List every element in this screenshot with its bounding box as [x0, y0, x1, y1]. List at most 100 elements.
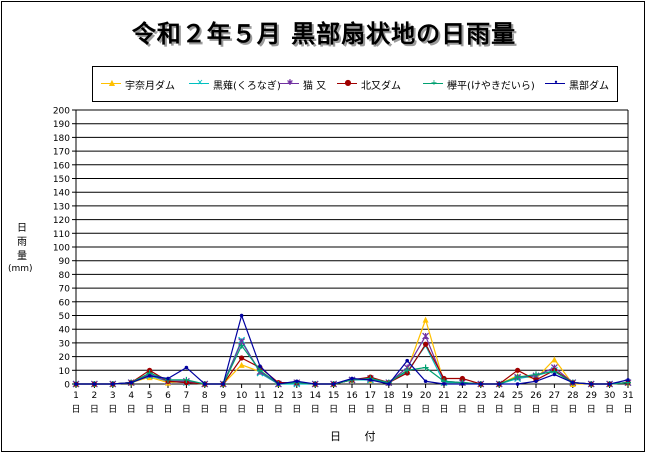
x-tick-suffix: 日: [255, 404, 264, 415]
legend-swatch: [101, 83, 121, 84]
x-tick-label: 27: [549, 391, 560, 401]
x-tick-label: 29: [585, 391, 597, 401]
legend-label: 黒部ダム: [569, 81, 609, 92]
y-tick-label: 40: [59, 326, 71, 336]
y-tick-label: 150: [53, 175, 70, 185]
y-tick-label: 140: [53, 189, 70, 199]
data-point-s1: [238, 361, 245, 368]
x-tick-suffix: 日: [513, 404, 522, 415]
y-axis-unit: (mm): [8, 264, 33, 274]
data-point-s6: [239, 313, 244, 318]
x-tick-label: 21: [438, 391, 449, 401]
legend-label: 北又ダム: [361, 81, 401, 92]
x-tick-suffix: 日: [623, 404, 632, 415]
data-point-s4: [515, 367, 521, 373]
data-point-s5: [238, 342, 245, 349]
legend-label: 宇奈月ダム: [125, 81, 175, 92]
y-tick-label: 190: [53, 120, 70, 130]
x-tick-suffix: 日: [237, 404, 246, 415]
y-tick-label: 0: [64, 381, 70, 391]
legend-label: 猫 又: [303, 81, 327, 92]
data-point-s6: [129, 380, 133, 385]
x-tick-suffix: 日: [108, 404, 117, 415]
data-point-s5: [533, 371, 539, 378]
x-tick-label: 5: [147, 391, 153, 401]
x-tick-label: 15: [328, 391, 339, 401]
y-tick-label: 110: [53, 230, 70, 240]
data-point-s6: [552, 372, 557, 377]
x-tick-label: 19: [401, 391, 413, 401]
x-tick-suffix: 日: [458, 404, 467, 415]
x-axis-label: 日 付: [330, 430, 386, 443]
x-tick-suffix: 日: [182, 404, 191, 415]
x-tick-label: 28: [567, 391, 579, 401]
x-tick-label: 9: [220, 391, 226, 401]
data-point-s6: [276, 382, 281, 386]
x-tick-label: 17: [365, 391, 376, 401]
data-point-s6: [607, 382, 612, 386]
legend-swatch: [545, 83, 565, 84]
x-tick-suffix: 日: [550, 404, 559, 415]
x-tick-suffix: 日: [568, 404, 577, 415]
y-tick-label: 130: [53, 202, 70, 212]
y-tick-label: 10: [59, 367, 71, 377]
y-tick-label: 200: [53, 107, 70, 117]
x-tick-suffix: 日: [366, 404, 375, 415]
x-tick-label: 23: [475, 391, 486, 401]
chart-title: 令和２年５月 黒部扇状地の日雨量: [131, 20, 517, 48]
x-tick-label: 10: [236, 391, 248, 401]
data-point-s6: [626, 378, 630, 382]
x-tick-suffix: 日: [439, 404, 448, 415]
x-tick-label: 4: [128, 391, 134, 401]
x-tick-suffix: 日: [71, 404, 80, 415]
x-tick-label: 20: [420, 391, 432, 401]
x-tick-suffix: 日: [219, 404, 228, 415]
x-tick-suffix: 日: [531, 404, 540, 415]
x-tick-label: 24: [493, 391, 505, 401]
data-point-s6: [92, 382, 97, 386]
data-point-s6: [479, 382, 483, 386]
data-point-s6: [203, 382, 207, 386]
data-point-s6: [423, 379, 428, 384]
y-tick-label: 30: [59, 339, 71, 349]
legend-marker-icon: +: [430, 78, 438, 87]
legend-marker-icon: ●: [344, 78, 352, 87]
x-tick-label: 22: [457, 391, 468, 401]
y-tick-label: 20: [59, 353, 71, 363]
x-tick-suffix: 日: [292, 404, 301, 415]
data-point-s6: [571, 380, 575, 385]
data-point-s6: [497, 382, 502, 386]
data-point-s6: [534, 379, 538, 384]
legend-swatch: [189, 83, 209, 84]
x-tick-label: 3: [110, 391, 116, 401]
data-point-s4: [459, 375, 465, 382]
x-tick-suffix: 日: [329, 404, 338, 415]
y-tick-label: 80: [59, 271, 71, 281]
x-tick-label: 8: [202, 391, 208, 401]
x-tick-label: 2: [92, 391, 98, 401]
x-tick-label: 25: [512, 391, 523, 401]
x-tick-suffix: 日: [163, 404, 172, 415]
data-point-s6: [313, 382, 318, 386]
y-tick-label: 120: [53, 216, 70, 226]
y-axis-label-char: 雨: [17, 237, 27, 248]
legend-marker-icon: ✕: [196, 78, 204, 87]
legend-marker-icon: •: [553, 78, 559, 87]
x-tick-suffix: 日: [476, 404, 485, 415]
data-point-s6: [295, 379, 299, 384]
legend-label: 欅平(けやきだいら): [447, 81, 535, 92]
legend-swatch: [423, 83, 443, 84]
x-tick-suffix: 日: [274, 404, 283, 415]
y-tick-label: 70: [59, 285, 71, 295]
y-axis-label: 日 雨 量: [12, 222, 32, 264]
x-tick-label: 7: [184, 391, 190, 401]
y-tick-label: 60: [59, 298, 71, 308]
x-tick-suffix: 日: [347, 404, 356, 415]
x-tick-label: 14: [309, 391, 321, 401]
data-point-s6: [387, 382, 391, 386]
x-tick-label: 26: [530, 391, 542, 401]
x-tick-label: 11: [254, 391, 265, 401]
y-tick-label: 170: [53, 148, 70, 158]
